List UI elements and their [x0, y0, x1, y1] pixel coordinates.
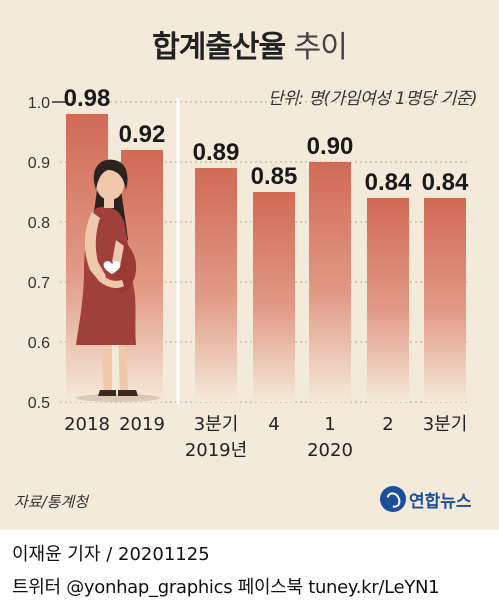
y-tick-label: 0.5: [28, 395, 50, 412]
x-tick-label: 1: [324, 414, 335, 435]
bar: [253, 192, 295, 402]
yonhap-logo-text: 연합뉴스: [409, 491, 472, 512]
bar-chart: 0.5 0.6 0.7 0.8 0.9 1.0 0.98 2018 0.92 2019 0.89 3분…: [28, 85, 470, 461]
x-tick-label: 2018: [64, 414, 110, 435]
bar-value-label: 0.84: [365, 169, 412, 196]
bar: [309, 162, 351, 402]
y-tick-label: 0.9: [28, 155, 50, 172]
yonhap-logo: 연합뉴스: [380, 484, 472, 514]
x-tick-label: 2020: [307, 440, 353, 461]
y-tick-label: 1.0: [28, 95, 50, 112]
bar-value-label: 0.84: [422, 169, 469, 196]
pregnant-woman-icon: [76, 159, 160, 402]
bar-value-label: 0.92: [119, 121, 166, 148]
bar: [424, 198, 466, 402]
author-credit: 이재윤 기자 / 20201125: [12, 544, 210, 565]
unit-label: 단위: 명(가임여성 1명당 기준): [267, 89, 478, 109]
x-tick-label: 2019: [119, 414, 165, 435]
x-tick-label: 3분기: [194, 414, 239, 435]
bar-value-label: 0.85: [251, 163, 298, 190]
infographic-card: 합계출산율 추이 단위: 명(가임여성 1명당 기준): [0, 0, 499, 530]
chart-title-light: 추이: [293, 30, 348, 65]
bar: [367, 198, 409, 402]
x-tick-label: 4: [268, 414, 279, 435]
bar-value-label: 0.90: [307, 133, 354, 160]
x-tick-label: 2: [382, 414, 393, 435]
bar-value-label: 0.89: [193, 139, 240, 166]
y-tick-label: 0.7: [28, 275, 50, 292]
y-tick-label: 0.8: [28, 215, 50, 232]
yonhap-logo-icon: [380, 486, 406, 512]
bar: [195, 168, 237, 402]
source-label: 자료/통계청: [14, 493, 89, 511]
bar-value-label: 0.98: [64, 85, 111, 112]
social-credit: 트위터 @yonhap_graphics 페이스북 tuney.kr/LeYN1: [12, 577, 440, 598]
chart-title-bold: 합계출산율: [152, 30, 286, 65]
x-tick-label: 3분기: [423, 414, 468, 435]
x-tick-label: 2019년: [185, 440, 247, 461]
chart-title: 합계출산율 추이: [0, 22, 499, 66]
y-tick-label: 0.6: [28, 335, 50, 352]
